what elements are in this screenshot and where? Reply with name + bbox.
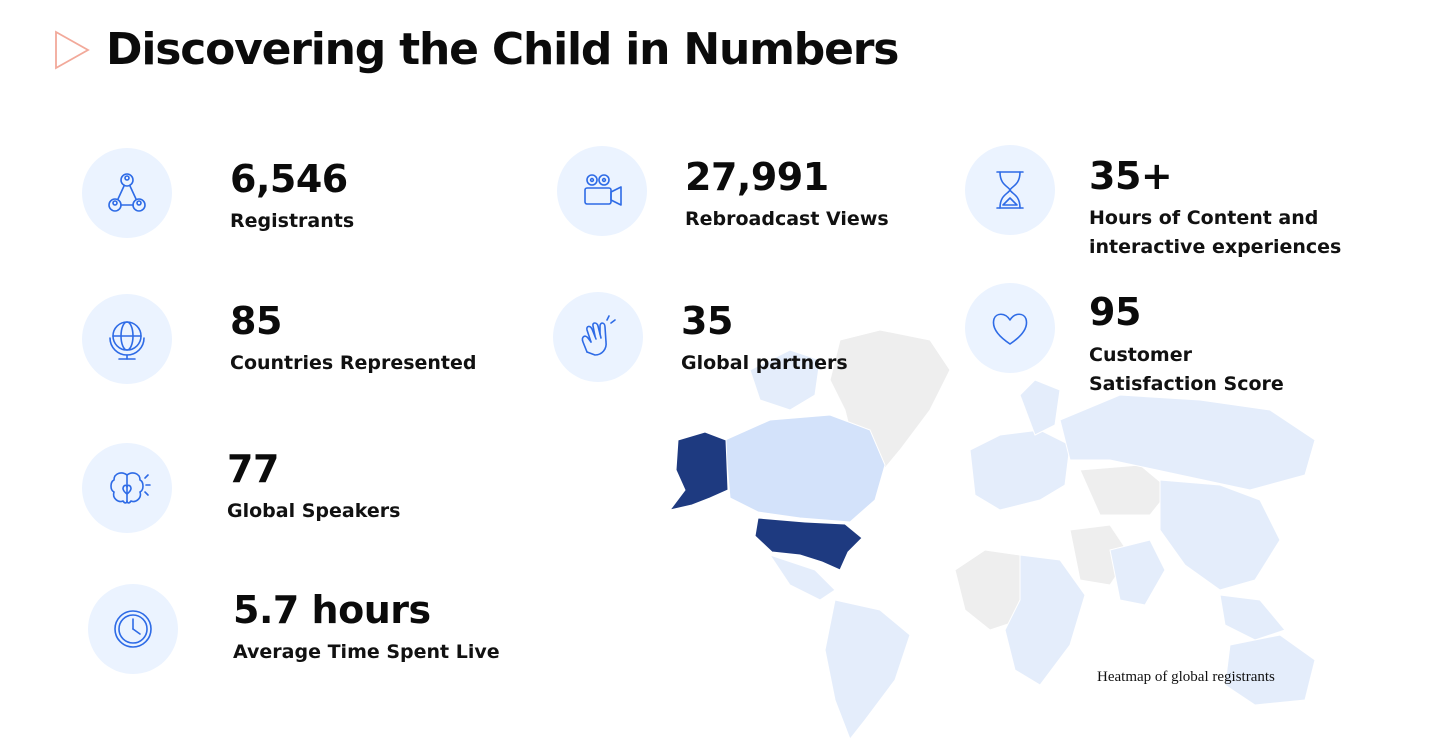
russia-shape — [1059, 394, 1316, 491]
clock-icon — [114, 610, 152, 648]
stat-value: 35 — [681, 299, 733, 343]
stat-label-line-1: Customer — [1089, 344, 1192, 366]
alaska-shape — [668, 431, 729, 511]
icon-badge — [965, 145, 1055, 235]
icon-badge — [557, 146, 647, 236]
map-caption: Heatmap of global registrants — [1097, 669, 1275, 685]
australia-shape — [1224, 634, 1316, 706]
page-title: Discovering the Child in Numbers — [106, 24, 899, 75]
map-land-low — [749, 349, 1316, 739]
icon-badge — [82, 443, 172, 533]
stat-label: Average Time Spent Live — [233, 641, 500, 663]
icon-badge — [965, 283, 1055, 373]
scandinavia-shape — [1019, 379, 1061, 436]
stat-value: 85 — [230, 299, 282, 343]
africa-east-shape — [1004, 554, 1086, 686]
stat-value: 95 — [1089, 290, 1141, 334]
stat-value: 35+ — [1089, 154, 1173, 198]
brain-heart-icon — [110, 472, 151, 504]
clapping-hands-icon — [581, 315, 616, 356]
central-america-shape — [768, 554, 836, 601]
stat-value: 77 — [227, 447, 279, 491]
stat-value: 27,991 — [685, 155, 829, 199]
video-camera-icon — [584, 174, 622, 206]
canada-shape — [724, 414, 886, 523]
stat-label: Rebroadcast Views — [685, 208, 889, 230]
stat-label-line-2: interactive experiences — [1089, 236, 1342, 258]
central-asia-shape — [1079, 464, 1171, 516]
hourglass-icon — [996, 171, 1024, 209]
icon-badge — [82, 294, 172, 384]
icon-badge — [553, 292, 643, 382]
stat-label-line-1: Hours of Content and — [1089, 207, 1319, 229]
globe-icon — [109, 321, 145, 360]
usa-shape — [668, 431, 863, 571]
people-network-icon — [108, 173, 146, 212]
play-triangle-icon — [55, 30, 90, 70]
europe-shape — [969, 429, 1071, 511]
stat-value: 6,546 — [230, 157, 348, 201]
arctic-islands-shape — [749, 349, 821, 411]
stat-label: Global Speakers — [227, 500, 401, 522]
heart-icon — [992, 313, 1028, 345]
stat-label: Countries Represented — [230, 352, 477, 374]
world-heatmap — [668, 329, 1316, 739]
stat-label-line-2: Satisfaction Score — [1089, 373, 1284, 395]
stat-label: Global partners — [681, 352, 848, 374]
stat-value: 5.7 hours — [233, 588, 431, 632]
icon-badge — [82, 148, 172, 238]
icon-badge — [88, 584, 178, 674]
south-america-shape — [824, 599, 911, 739]
southeast-asia-shape — [1219, 594, 1286, 641]
india-shape — [1109, 539, 1166, 606]
stat-label: Registrants — [230, 210, 355, 232]
asia-east-shape — [1159, 479, 1281, 591]
